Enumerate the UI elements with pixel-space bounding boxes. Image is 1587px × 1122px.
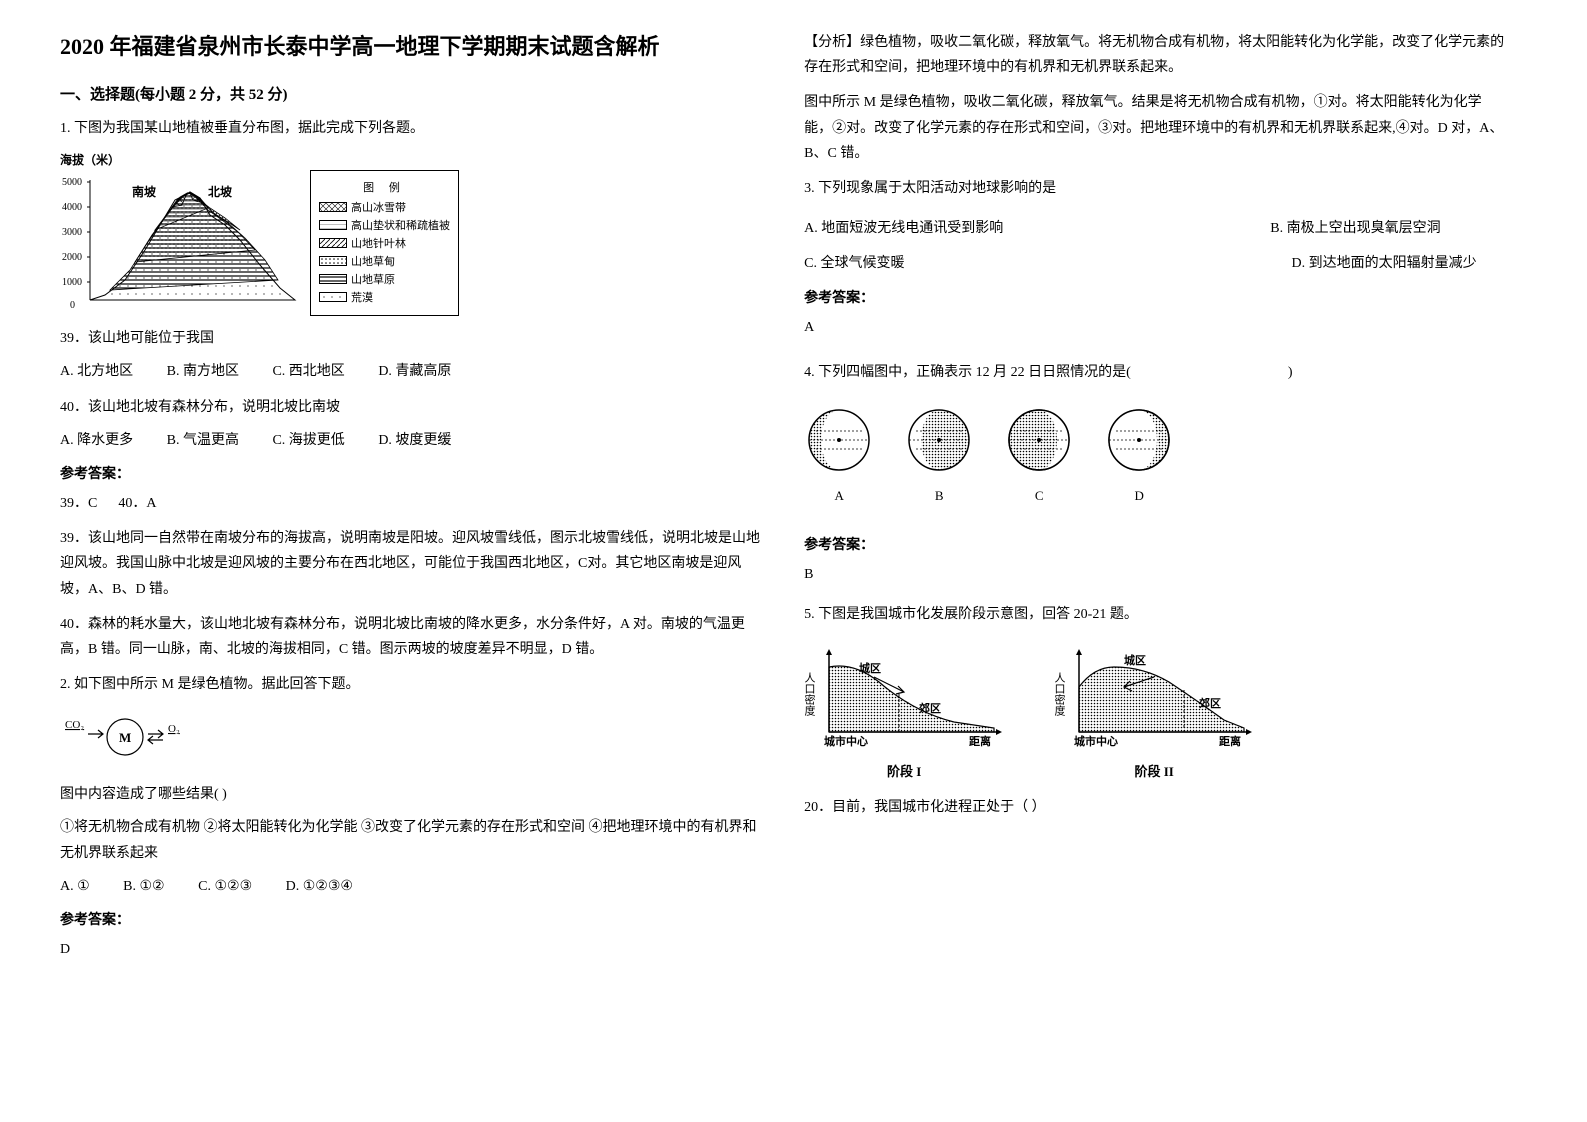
legend: 图 例 高山冰雪带 高山垫状和稀疏植被 山地针叶林 山地草甸 山地草原 荒漠 bbox=[310, 170, 459, 316]
svg-text:北坡: 北坡 bbox=[208, 184, 233, 199]
svg-text:O₂: O₂ bbox=[168, 723, 180, 735]
svg-text:人口密度: 人口密度 bbox=[1054, 672, 1066, 717]
svg-text:郊区: 郊区 bbox=[1199, 696, 1221, 710]
svg-text:城区: 城区 bbox=[1124, 653, 1146, 667]
answer-label-2: 参考答案： bbox=[60, 909, 764, 929]
legend-title: 图 例 bbox=[319, 179, 450, 195]
q1-answer: 39．C 40．A bbox=[60, 491, 764, 516]
svg-text:郊区: 郊区 bbox=[919, 701, 941, 715]
q3-intro: 3. 下列现象属于太阳活动对地球影响的是 bbox=[804, 176, 1508, 201]
q3-answer: A bbox=[804, 315, 1508, 340]
svg-text:0: 0 bbox=[70, 300, 75, 310]
q40-text: 40．该山地北坡有森林分布，说明北坡比南坡 bbox=[60, 395, 764, 420]
y-axis-label: 海拔（米） bbox=[60, 151, 764, 168]
plant-diagram: CO₂ M O₂ bbox=[60, 712, 764, 767]
urban-stage1: 人口密度 城区 郊区 城市中心 距离 阶段 I bbox=[804, 642, 1004, 780]
q1-intro: 1. 下图为我国某山地植被垂直分布图，据此完成下列各题。 bbox=[60, 116, 764, 141]
mountain-diagram: 海拔（米） 5000 4000 3000 2000 1000 0 bbox=[60, 151, 764, 316]
q5-intro: 5. 下图是我国城市化发展阶段示意图，回答 20-21 题。 bbox=[804, 602, 1508, 627]
q3-options-row2: C. 全球气候变暖 D. 到达地面的太阳辐射量减少 bbox=[804, 251, 1508, 276]
svg-text:城市中心: 城市中心 bbox=[824, 734, 868, 748]
q2-statements: ①将无机物合成有机物 ②将太阳能转化为化学能 ③改变了化学元素的存在形式和空间 … bbox=[60, 815, 764, 865]
globe-b: B bbox=[904, 405, 974, 504]
svg-text:2000: 2000 bbox=[62, 252, 82, 263]
svg-text:距离: 距离 bbox=[1219, 734, 1241, 748]
answer-label: 参考答案： bbox=[60, 463, 764, 483]
svg-text:CO₂: CO₂ bbox=[65, 719, 84, 731]
section-header: 一、选择题(每小题 2 分，共 52 分) bbox=[60, 83, 764, 104]
q2-intro: 2. 如下图中所示 M 是绿色植物。据此回答下题。 bbox=[60, 672, 764, 697]
svg-text:M: M bbox=[119, 730, 131, 745]
svg-text:距离: 距离 bbox=[969, 734, 991, 748]
answer-label-3: 参考答案： bbox=[804, 287, 1508, 307]
svg-text:1000: 1000 bbox=[62, 277, 82, 288]
q2-analysis: 【分析】绿色植物，吸收二氧化碳，释放氧气。将无机物合成有机物，将太阳能转化为化学… bbox=[804, 30, 1508, 80]
svg-text:4000: 4000 bbox=[62, 202, 82, 213]
globe-a: A bbox=[804, 405, 874, 504]
left-column: 2020 年福建省泉州市长泰中学高一地理下学期期末试题含解析 一、选择题(每小题… bbox=[60, 30, 764, 972]
svg-text:城区: 城区 bbox=[859, 661, 881, 675]
q39-text: 39．该山地可能位于我国 bbox=[60, 326, 764, 351]
globe-d: D bbox=[1104, 405, 1174, 504]
q2-detail: 图中所示 M 是绿色植物，吸收二氧化碳，释放氧气。结果是将无机物合成有机物，①对… bbox=[804, 90, 1508, 166]
globe-diagram-row: A B C bbox=[804, 405, 1508, 504]
svg-text:5000: 5000 bbox=[62, 177, 82, 188]
q39-explain: 39．该山地同一自然带在南坡分布的海拔高，说明南坡是阳坡。迎风坡雪线低，图示北坡… bbox=[60, 526, 764, 602]
q3-options-row1: A. 地面短波无线电通讯受到影响 B. 南极上空出现臭氧层空洞 bbox=[804, 216, 1508, 241]
svg-text:3000: 3000 bbox=[62, 227, 82, 238]
svg-text:南坡: 南坡 bbox=[132, 184, 157, 199]
urban-diagram-row: 人口密度 城区 郊区 城市中心 距离 阶段 I 人口密度 bbox=[804, 642, 1508, 780]
q40-explain: 40．森林的耗水量大，该山地北坡有森林分布，说明北坡比南坡的降水更多，水分条件好… bbox=[60, 612, 764, 662]
q40-options: A. 降水更多 B. 气温更高 C. 海拔更低 D. 坡度更缓 bbox=[60, 428, 764, 453]
q4-intro: 4. 下列四幅图中，正确表示 12 月 22 日日照情况的是( ) bbox=[804, 360, 1508, 385]
mountain-svg: 5000 4000 3000 2000 1000 0 bbox=[60, 170, 300, 310]
page-title: 2020 年福建省泉州市长泰中学高一地理下学期期末试题含解析 bbox=[60, 30, 764, 63]
q2-options: A. ① B. ①② C. ①②③ D. ①②③④ bbox=[60, 874, 764, 899]
globe-c: C bbox=[1004, 405, 1074, 504]
right-column: 【分析】绿色植物，吸收二氧化碳，释放氧气。将无机物合成有机物，将太阳能转化为化学… bbox=[804, 30, 1508, 972]
q4-answer: B bbox=[804, 562, 1508, 587]
q20-text: 20．目前，我国城市化进程正处于（ ） bbox=[804, 795, 1508, 820]
svg-text:城市中心: 城市中心 bbox=[1074, 734, 1118, 748]
svg-text:人口密度: 人口密度 bbox=[804, 672, 816, 717]
q2-question: 图中内容造成了哪些结果( ) bbox=[60, 782, 764, 807]
q2-answer: D bbox=[60, 937, 764, 962]
answer-label-4: 参考答案： bbox=[804, 534, 1508, 554]
q39-options: A. 北方地区 B. 南方地区 C. 西北地区 D. 青藏高原 bbox=[60, 359, 764, 384]
urban-stage2: 人口密度 城区 郊区 城市中心 距离 阶段 II bbox=[1054, 642, 1254, 780]
